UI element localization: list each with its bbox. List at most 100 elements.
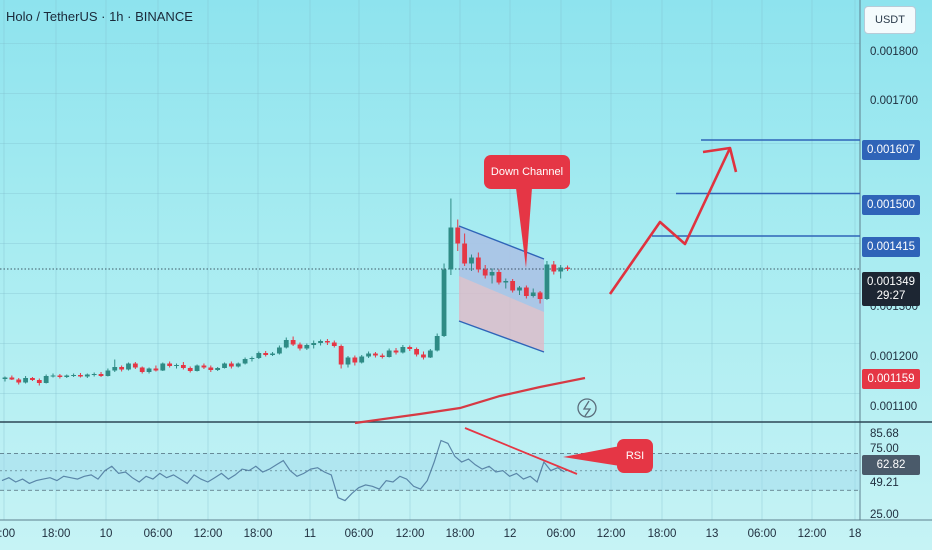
time-tick: 06:00 xyxy=(747,528,777,540)
lightning-icon-bolt xyxy=(582,400,592,417)
candle-body xyxy=(434,336,440,351)
time-tick: 2:00 xyxy=(0,528,16,540)
time-tick: 13 xyxy=(705,528,719,540)
time-tick: 18:00 xyxy=(445,528,475,540)
rsi-current-badge: 62.82 xyxy=(862,455,920,475)
candle-body xyxy=(174,365,179,366)
candle-body xyxy=(544,264,550,299)
candle-body xyxy=(352,357,358,363)
candle-body xyxy=(105,370,111,376)
candle-body xyxy=(331,342,337,346)
candle-body xyxy=(112,367,118,371)
moving-average-line xyxy=(354,376,586,425)
price-tick: 0.001800 xyxy=(870,46,918,58)
time-tick: 06:00 xyxy=(143,528,173,540)
candle-body xyxy=(558,267,564,272)
candle-body xyxy=(517,287,522,291)
projection-arrow xyxy=(608,147,732,295)
candle-body xyxy=(489,272,495,276)
candle-body xyxy=(510,281,516,291)
time-tick: 10 xyxy=(99,528,113,540)
candle-body xyxy=(462,243,468,264)
level-label-1415: 0.001415 xyxy=(862,237,920,257)
candle-body xyxy=(359,356,365,363)
candle-body xyxy=(407,347,413,349)
candle-body xyxy=(215,368,221,370)
candle-body xyxy=(249,358,255,359)
candle-body xyxy=(297,344,303,349)
level-label-1500: 0.001500 xyxy=(862,195,920,215)
candle-body xyxy=(36,380,42,383)
lightning-icon xyxy=(577,398,597,418)
time-tick: 18:00 xyxy=(243,528,273,540)
candle-body xyxy=(304,345,310,349)
candle-body xyxy=(30,378,35,380)
candle-body xyxy=(448,227,454,270)
candle-body xyxy=(283,340,289,348)
candle-body xyxy=(393,350,399,353)
candle-body xyxy=(523,287,529,296)
candle-body xyxy=(345,357,351,365)
price-tick: 0.001700 xyxy=(870,95,918,107)
projection-arrow-head xyxy=(702,146,738,173)
rsi-tick: 75.00 xyxy=(870,443,899,455)
candle-body xyxy=(146,368,152,372)
time-tick: 18 xyxy=(848,528,862,540)
candle-body xyxy=(256,353,262,358)
candle-body xyxy=(503,281,509,283)
candle-body xyxy=(119,367,125,370)
candle-body xyxy=(98,374,104,376)
rsi-callout: RSI xyxy=(617,439,653,473)
time-tick: 12:00 xyxy=(395,528,425,540)
candle-body xyxy=(270,353,275,355)
current-price-label: 0.001349 xyxy=(867,276,915,288)
candle-body xyxy=(84,374,90,377)
candle-body xyxy=(455,227,461,244)
time-tick: 12:00 xyxy=(193,528,223,540)
currency-button[interactable]: USDT xyxy=(864,6,916,34)
candle-body xyxy=(475,257,481,270)
candle-body xyxy=(235,363,241,367)
time-tick: 11 xyxy=(304,528,316,540)
candle-body xyxy=(132,363,138,368)
symbol-title[interactable]: Holo / TetherUS · 1h · BINANCE xyxy=(6,9,193,24)
down-channel-bottom-line xyxy=(458,320,545,353)
rsi-line xyxy=(1,439,565,502)
candle-body xyxy=(160,363,166,371)
candle-body xyxy=(311,343,317,345)
rsi-divergence-line xyxy=(464,427,578,475)
candle-body xyxy=(366,353,371,357)
candle-body xyxy=(242,359,248,364)
candle-body xyxy=(180,365,186,368)
candle-body xyxy=(126,363,131,370)
candle-body xyxy=(414,349,419,355)
rsi-tick: 49.21 xyxy=(870,477,899,489)
candle-body xyxy=(427,350,433,358)
candle-body xyxy=(318,341,323,343)
candle-body xyxy=(482,269,488,276)
candle-body xyxy=(469,257,474,264)
candle-body xyxy=(379,355,385,357)
candle-body xyxy=(43,376,49,383)
candle-body xyxy=(139,367,145,372)
candle-body xyxy=(551,264,557,272)
current-price-badge: 0.001349 29:27 xyxy=(862,272,920,306)
candle-body xyxy=(400,347,406,353)
candle-body xyxy=(23,378,28,383)
candle-body xyxy=(565,267,570,269)
time-tick: 06:00 xyxy=(546,528,576,540)
candle-body xyxy=(78,375,83,377)
candle-body xyxy=(16,379,22,383)
time-tick: 12:00 xyxy=(797,528,827,540)
price-tick: 0.001200 xyxy=(870,351,918,363)
candle-body xyxy=(187,368,193,371)
candle-body xyxy=(537,292,543,299)
candle-body xyxy=(57,375,63,377)
candle-body xyxy=(64,375,70,377)
candle-body xyxy=(441,269,447,336)
candle-body xyxy=(263,353,269,355)
down-channel-callout-pointer xyxy=(516,188,532,268)
candle-body xyxy=(91,374,97,375)
